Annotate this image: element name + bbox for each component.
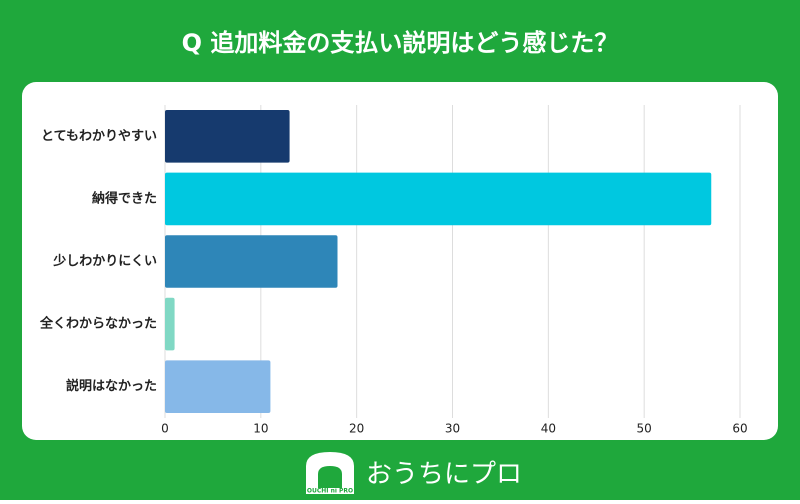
logo-door: [318, 466, 342, 488]
x-tick-label: 20: [349, 422, 364, 436]
x-tick-label: 60: [732, 422, 747, 436]
y-tick-label: 説明はなかった: [66, 378, 157, 394]
y-tick-label: 納得できた: [92, 190, 157, 206]
logo: OUCHI ni PRO おうちにプロ: [306, 452, 522, 495]
bar: [165, 297, 175, 351]
x-tick-label: 10: [253, 422, 268, 436]
bar: [165, 172, 712, 226]
plot-card: [22, 82, 778, 440]
logo-text: OUCHI ni PRO: [307, 488, 353, 495]
x-tick-label: 50: [637, 422, 652, 436]
x-tick-label: 40: [541, 422, 556, 436]
brand-name: おうちにプロ: [366, 460, 522, 490]
x-tick-label: 0: [161, 422, 169, 436]
bar: [165, 110, 290, 163]
y-tick-label: 少しわかりにくい: [52, 253, 157, 269]
y-tick-label: 全くわからなかった: [39, 316, 157, 332]
x-tick-label: 30: [445, 422, 460, 436]
bar: [165, 360, 271, 413]
y-tick-label: とてもわかりやすい: [41, 129, 157, 144]
bar: [165, 235, 338, 288]
chart-title: Q 追加料金の支払い説明はどう感じた？: [182, 29, 619, 57]
